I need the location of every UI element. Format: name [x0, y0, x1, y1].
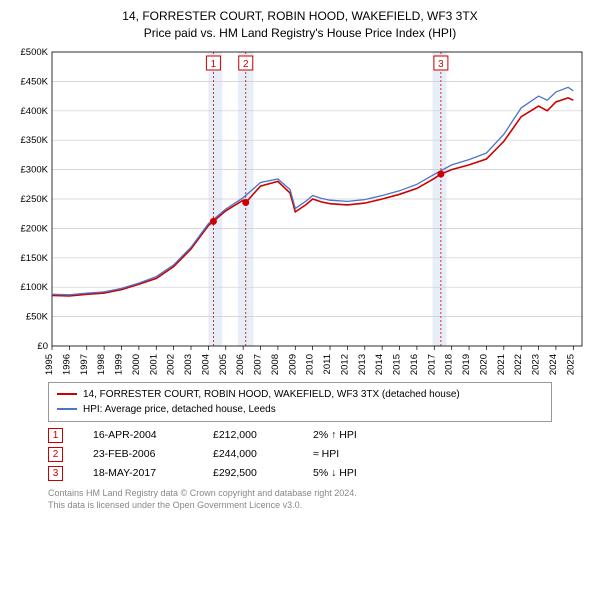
svg-text:2011: 2011 [322, 354, 333, 374]
event-date: 18-MAY-2017 [93, 467, 183, 479]
svg-text:2001: 2001 [148, 354, 159, 375]
svg-text:2021: 2021 [496, 354, 507, 375]
legend-item: HPI: Average price, detached house, Leed… [57, 402, 543, 417]
svg-text:2019: 2019 [461, 354, 472, 375]
price-chart: £0 £50K £100K £150K £200K £250K £300K £350K £400… [8, 46, 592, 376]
svg-text:1995: 1995 [44, 354, 55, 375]
footer-line-2: This data is licensed under the Open Gov… [48, 499, 552, 511]
title-line-2: Price paid vs. HM Land Registry's House … [8, 25, 592, 42]
svg-text:£350K: £350K [21, 135, 49, 146]
svg-text:2007: 2007 [253, 354, 264, 375]
svg-text:2: 2 [243, 59, 249, 70]
svg-text:1996: 1996 [61, 354, 72, 375]
svg-text:2002: 2002 [166, 354, 177, 375]
svg-text:2013: 2013 [357, 354, 368, 375]
legend-item: 14, FORRESTER COURT, ROBIN HOOD, WAKEFIE… [57, 387, 543, 402]
chart-container: £0 £50K £100K £150K £200K £250K £300K £350K £400… [8, 46, 592, 376]
svg-text:£450K: £450K [21, 76, 49, 87]
svg-text:2006: 2006 [235, 354, 246, 375]
svg-text:£300K: £300K [21, 164, 49, 175]
svg-text:1998: 1998 [96, 354, 107, 375]
svg-text:£250K: £250K [21, 194, 49, 205]
event-price: £212,000 [213, 429, 283, 441]
svg-text:3: 3 [438, 59, 444, 70]
svg-text:2000: 2000 [131, 354, 142, 375]
svg-text:2023: 2023 [531, 354, 542, 375]
svg-text:2016: 2016 [409, 354, 420, 375]
legend-label: HPI: Average price, detached house, Leed… [83, 402, 276, 417]
footer-line-1: Contains HM Land Registry data © Crown c… [48, 487, 552, 499]
svg-text:£0: £0 [37, 341, 48, 352]
legend-label: 14, FORRESTER COURT, ROBIN HOOD, WAKEFIE… [83, 387, 460, 402]
event-row: 3 18-MAY-2017 £292,500 5% ↓ HPI [48, 466, 552, 481]
event-row: 2 23-FEB-2006 £244,000 ≈ HPI [48, 447, 552, 462]
svg-text:2022: 2022 [513, 354, 524, 375]
svg-text:2003: 2003 [183, 354, 194, 375]
event-date: 16-APR-2004 [93, 429, 183, 441]
legend-swatch [57, 393, 77, 395]
event-price: £292,500 [213, 467, 283, 479]
svg-text:2017: 2017 [426, 354, 437, 375]
event-date: 23-FEB-2006 [93, 448, 183, 460]
svg-text:£50K: £50K [26, 311, 49, 322]
svg-text:2014: 2014 [374, 354, 385, 375]
event-table: 1 16-APR-2004 £212,000 2% ↑ HPI 2 23-FEB-2006… [48, 428, 552, 481]
svg-text:1999: 1999 [114, 354, 125, 375]
title-line-1: 14, FORRESTER COURT, ROBIN HOOD, WAKEFIE… [8, 8, 592, 25]
svg-text:1997: 1997 [79, 354, 90, 375]
series-property [52, 97, 573, 295]
legend-swatch [57, 408, 77, 410]
svg-text:1: 1 [211, 59, 217, 70]
svg-text:2005: 2005 [218, 354, 229, 375]
chart-title-block: 14, FORRESTER COURT, ROBIN HOOD, WAKEFIE… [8, 8, 592, 42]
legend: 14, FORRESTER COURT, ROBIN HOOD, WAKEFIE… [48, 382, 552, 422]
svg-text:£400K: £400K [21, 105, 49, 116]
attribution-footer: Contains HM Land Registry data © Crown c… [48, 487, 552, 511]
svg-text:2008: 2008 [270, 354, 281, 375]
series-hpi [52, 87, 573, 294]
svg-text:£100K: £100K [21, 282, 49, 293]
svg-text:£150K: £150K [21, 252, 49, 263]
svg-text:2018: 2018 [444, 354, 455, 375]
svg-text:2009: 2009 [287, 354, 298, 375]
svg-text:£200K: £200K [21, 223, 49, 234]
svg-text:2020: 2020 [478, 354, 489, 375]
svg-text:2024: 2024 [548, 354, 559, 375]
svg-text:£500K: £500K [21, 47, 49, 58]
event-marker-number: 3 [48, 466, 63, 481]
event-marker-number: 2 [48, 447, 63, 462]
event-note: 5% ↓ HPI [313, 467, 357, 479]
svg-text:2015: 2015 [392, 354, 403, 375]
svg-text:2012: 2012 [339, 354, 350, 375]
event-price: £244,000 [213, 448, 283, 460]
svg-text:2004: 2004 [200, 354, 211, 375]
event-note: 2% ↑ HPI [313, 429, 357, 441]
event-row: 1 16-APR-2004 £212,000 2% ↑ HPI [48, 428, 552, 443]
svg-text:2025: 2025 [565, 354, 576, 375]
event-note: ≈ HPI [313, 448, 339, 460]
svg-text:2010: 2010 [305, 354, 316, 375]
event-marker-number: 1 [48, 428, 63, 443]
